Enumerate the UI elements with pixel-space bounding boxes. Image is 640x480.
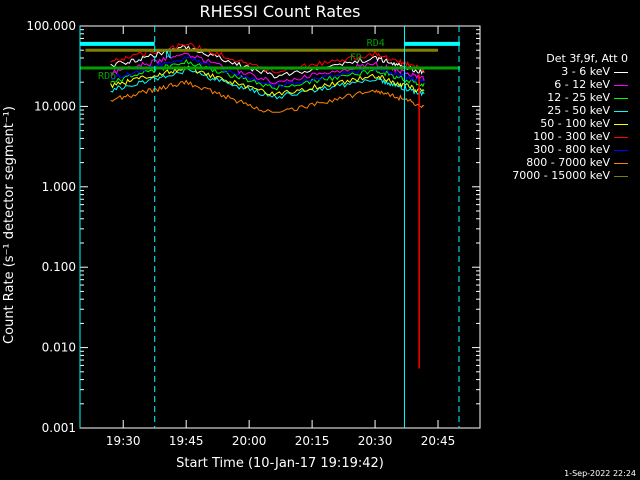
y-tick-label: 0.100 xyxy=(42,260,76,274)
annotation-rd4: RD4 xyxy=(367,38,385,49)
legend-swatch xyxy=(614,72,628,73)
y-tick-label: 10.000 xyxy=(34,99,76,113)
x-tick-label: 19:45 xyxy=(169,434,204,448)
axes-frame xyxy=(80,26,480,428)
plot-frame xyxy=(80,26,480,428)
legend-entry-0: 3 - 6 keV xyxy=(512,65,628,78)
legend-label: 3 - 6 keV xyxy=(561,65,610,78)
legend-entry-8: 7000 - 15000 keV xyxy=(512,169,628,182)
x-tick-label: 19:30 xyxy=(106,434,141,448)
legend-label: 25 - 50 keV xyxy=(547,104,610,117)
annotations: N RD6 FD RD4 xyxy=(80,26,460,428)
footer-timestamp: 1-Sep-2022 22:24 xyxy=(564,469,636,478)
legend-swatch xyxy=(614,176,628,177)
legend-label: 100 - 300 keV xyxy=(533,130,610,143)
annotation-rd6: RD6 xyxy=(98,71,116,82)
x-tick-label: 20:45 xyxy=(421,434,456,448)
y-tick-label: 100.000 xyxy=(26,19,76,33)
data-series xyxy=(85,43,438,112)
legend-label: 6 - 12 keV xyxy=(554,78,610,91)
legend-entry-7: 800 - 7000 keV xyxy=(512,156,628,169)
x-axis-label: Start Time (10-Jan-17 19:19:42) xyxy=(176,456,384,471)
legend-swatch xyxy=(614,85,628,86)
legend-entry-2: 12 - 25 keV xyxy=(512,91,628,104)
chart-title: RHESSI Count Rates xyxy=(200,2,361,21)
legend-swatch xyxy=(614,163,628,164)
legend-label: 800 - 7000 keV xyxy=(526,156,610,169)
y-tick-label: 0.010 xyxy=(42,341,76,355)
x-tick-label: 20:30 xyxy=(358,434,393,448)
annotation-fd: FD xyxy=(350,53,362,64)
annotation-n: N xyxy=(165,50,171,61)
legend-label: 300 - 800 keV xyxy=(533,143,610,156)
legend-swatch xyxy=(614,98,628,99)
x-tick-label: 20:15 xyxy=(295,434,330,448)
legend-entry-3: 25 - 50 keV xyxy=(512,104,628,117)
axis-ticks: 0.001 0.010 0.100 1.000 10.000 100.000 19:30 19… xyxy=(26,19,480,448)
legend-title: Det 3f,9f, Att 0 xyxy=(512,52,628,65)
y-tick-label: 1.000 xyxy=(42,180,76,194)
legend-label: 7000 - 15000 keV xyxy=(512,169,610,182)
legend-label: 12 - 25 keV xyxy=(547,91,610,104)
y-axis-label: Count Rate (s⁻¹ detector segment⁻¹) xyxy=(2,106,17,344)
y-tick-label: 0.001 xyxy=(42,421,76,435)
legend-swatch xyxy=(614,111,628,112)
legend-entry-4: 50 - 100 keV xyxy=(512,117,628,130)
legend-entry-1: 6 - 12 keV xyxy=(512,78,628,91)
legend: Det 3f,9f, Att 0 3 - 6 keV 6 - 12 keV 12 -… xyxy=(512,52,628,182)
legend-entry-6: 300 - 800 keV xyxy=(512,143,628,156)
x-tick-label: 20:00 xyxy=(232,434,267,448)
legend-swatch xyxy=(614,137,628,138)
legend-swatch xyxy=(614,150,628,151)
legend-label: 50 - 100 keV xyxy=(540,117,610,130)
legend-entry-5: 100 - 300 keV xyxy=(512,130,628,143)
legend-swatch xyxy=(614,124,628,125)
